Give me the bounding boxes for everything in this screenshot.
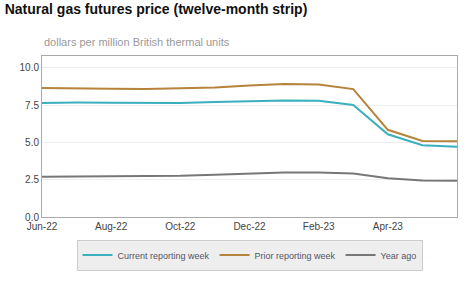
svg-text:7.5: 7.5 bbox=[25, 100, 39, 111]
svg-text:0.0: 0.0 bbox=[25, 212, 39, 223]
svg-text:Current reporting week: Current reporting week bbox=[118, 251, 210, 261]
svg-text:Year ago: Year ago bbox=[381, 251, 417, 261]
svg-text:Feb-23: Feb-23 bbox=[303, 221, 335, 232]
svg-text:2.5: 2.5 bbox=[25, 174, 39, 185]
svg-text:Prior reporting week: Prior reporting week bbox=[255, 251, 336, 261]
svg-text:10.0: 10.0 bbox=[20, 62, 40, 73]
svg-text:dollars per million British th: dollars per million British thermal unit… bbox=[44, 36, 230, 48]
svg-text:Aug-22: Aug-22 bbox=[95, 221, 128, 232]
svg-text:Oct-22: Oct-22 bbox=[165, 221, 195, 232]
svg-text:Natural gas futures price (twe: Natural gas futures price (twelve-month … bbox=[5, 1, 308, 17]
svg-text:Jun-22: Jun-22 bbox=[27, 221, 58, 232]
svg-text:Dec-22: Dec-22 bbox=[233, 221, 266, 232]
svg-text:Apr-23: Apr-23 bbox=[373, 221, 403, 232]
svg-text:5.0: 5.0 bbox=[25, 137, 39, 148]
